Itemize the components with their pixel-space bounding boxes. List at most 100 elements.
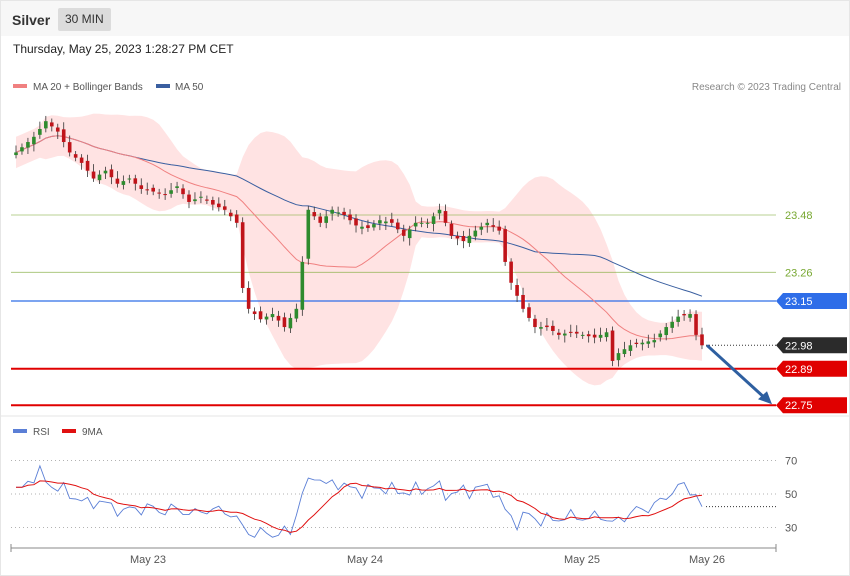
candle-113 <box>688 309 692 322</box>
candle-25 <box>163 188 167 200</box>
candle-21 <box>139 178 144 194</box>
candle-body <box>360 226 364 229</box>
candle-body <box>604 332 609 338</box>
candle-42 <box>264 313 269 325</box>
candle-67 <box>413 216 418 232</box>
candle-102 <box>622 341 627 358</box>
candle-109 <box>664 322 669 341</box>
rsi-level-label-50: 50 <box>785 489 797 501</box>
candle-body <box>205 199 209 201</box>
candle-84 <box>515 278 519 302</box>
candle-body <box>586 334 591 337</box>
candle-39 <box>246 281 251 314</box>
candle-body <box>91 171 96 179</box>
candle-body <box>252 311 257 315</box>
candle-body <box>467 235 472 244</box>
pivot-label-2: 23.15 <box>785 296 813 308</box>
rsi-9ma-line <box>16 480 703 533</box>
candle-69 <box>425 218 430 229</box>
candle-body <box>199 196 203 198</box>
candle-53 <box>330 206 334 221</box>
candle-110 <box>670 316 674 333</box>
candle-body <box>419 222 424 224</box>
candle-body <box>348 214 352 221</box>
candle-81 <box>497 220 501 235</box>
candle-body <box>270 314 275 318</box>
candle-body <box>658 333 663 338</box>
candle-100 <box>610 326 615 367</box>
candle-75 <box>461 230 466 249</box>
candle-96 <box>586 330 591 343</box>
candle-5 <box>44 115 48 133</box>
candle-body <box>521 294 525 309</box>
candle-90 <box>551 320 555 336</box>
resistance-label-0: 23.48 <box>785 210 813 222</box>
candle-body <box>682 313 686 316</box>
forecast-arrow <box>705 344 772 405</box>
candle-body <box>628 345 633 351</box>
candle-body <box>133 178 138 184</box>
candle-body <box>240 222 245 288</box>
candle-106 <box>646 334 651 348</box>
candle-44 <box>276 310 281 327</box>
candle-body <box>258 311 263 320</box>
candle-body <box>384 221 388 224</box>
candle-1 <box>20 143 24 155</box>
candle-104 <box>634 338 639 348</box>
candle-9 <box>67 135 72 157</box>
candle-68 <box>419 217 424 228</box>
candle-body <box>563 333 567 336</box>
candle-body <box>32 136 36 145</box>
candle-114 <box>694 310 698 341</box>
candle-56 <box>348 209 352 225</box>
candle-body <box>14 152 18 156</box>
candle-body <box>700 334 704 346</box>
legend-rsi-label: RSI <box>33 427 50 438</box>
price-tags: 23.48 23.26 23.15 22.98 22.89 22.75 <box>776 210 847 414</box>
candle-77 <box>473 225 478 241</box>
candle-body <box>694 314 698 335</box>
candle-16 <box>109 164 114 185</box>
candle-50 <box>312 206 317 220</box>
copyright-text: Research © 2023 Trading Central <box>692 82 841 93</box>
candle-29 <box>187 190 191 209</box>
candle-body <box>211 200 215 205</box>
candle-body <box>300 261 305 310</box>
candle-body <box>378 220 382 224</box>
candle-body <box>79 157 84 163</box>
candle-body <box>282 317 287 328</box>
candle-body <box>652 340 657 343</box>
candle-112 <box>682 310 686 321</box>
candle-body <box>276 315 281 321</box>
candle-body <box>67 142 72 153</box>
instrument-title: Silver <box>12 12 51 28</box>
candle-body <box>342 211 346 215</box>
candle-body <box>676 316 680 322</box>
candle-body <box>193 199 197 202</box>
legend-ma20-label: MA 20 + Bollinger Bands <box>33 82 143 93</box>
candle-body <box>443 211 448 223</box>
candle-22 <box>145 182 150 195</box>
candle-body <box>246 287 251 309</box>
support-tag-4 <box>776 360 847 377</box>
candle-103 <box>628 339 633 357</box>
candle-body <box>312 212 317 217</box>
candle-body <box>491 225 496 227</box>
legend-rsi-swatch <box>13 429 27 433</box>
candle-79 <box>485 218 490 233</box>
legend-9ma-swatch <box>62 429 76 433</box>
candle-111 <box>676 309 680 327</box>
candle-body <box>580 334 585 336</box>
candle-70 <box>431 212 436 232</box>
candle-33 <box>211 196 215 211</box>
candle-19 <box>127 174 132 184</box>
candle-88 <box>539 321 543 336</box>
rsi-level-label-30: 30 <box>785 523 797 535</box>
candle-105 <box>640 339 645 351</box>
candle-95 <box>580 331 585 339</box>
timeframe-badge[interactable]: 30 MIN <box>58 8 111 31</box>
candle-body <box>503 229 507 262</box>
candle-body <box>264 316 269 320</box>
candle-99 <box>604 328 609 342</box>
candle-98 <box>598 327 603 342</box>
